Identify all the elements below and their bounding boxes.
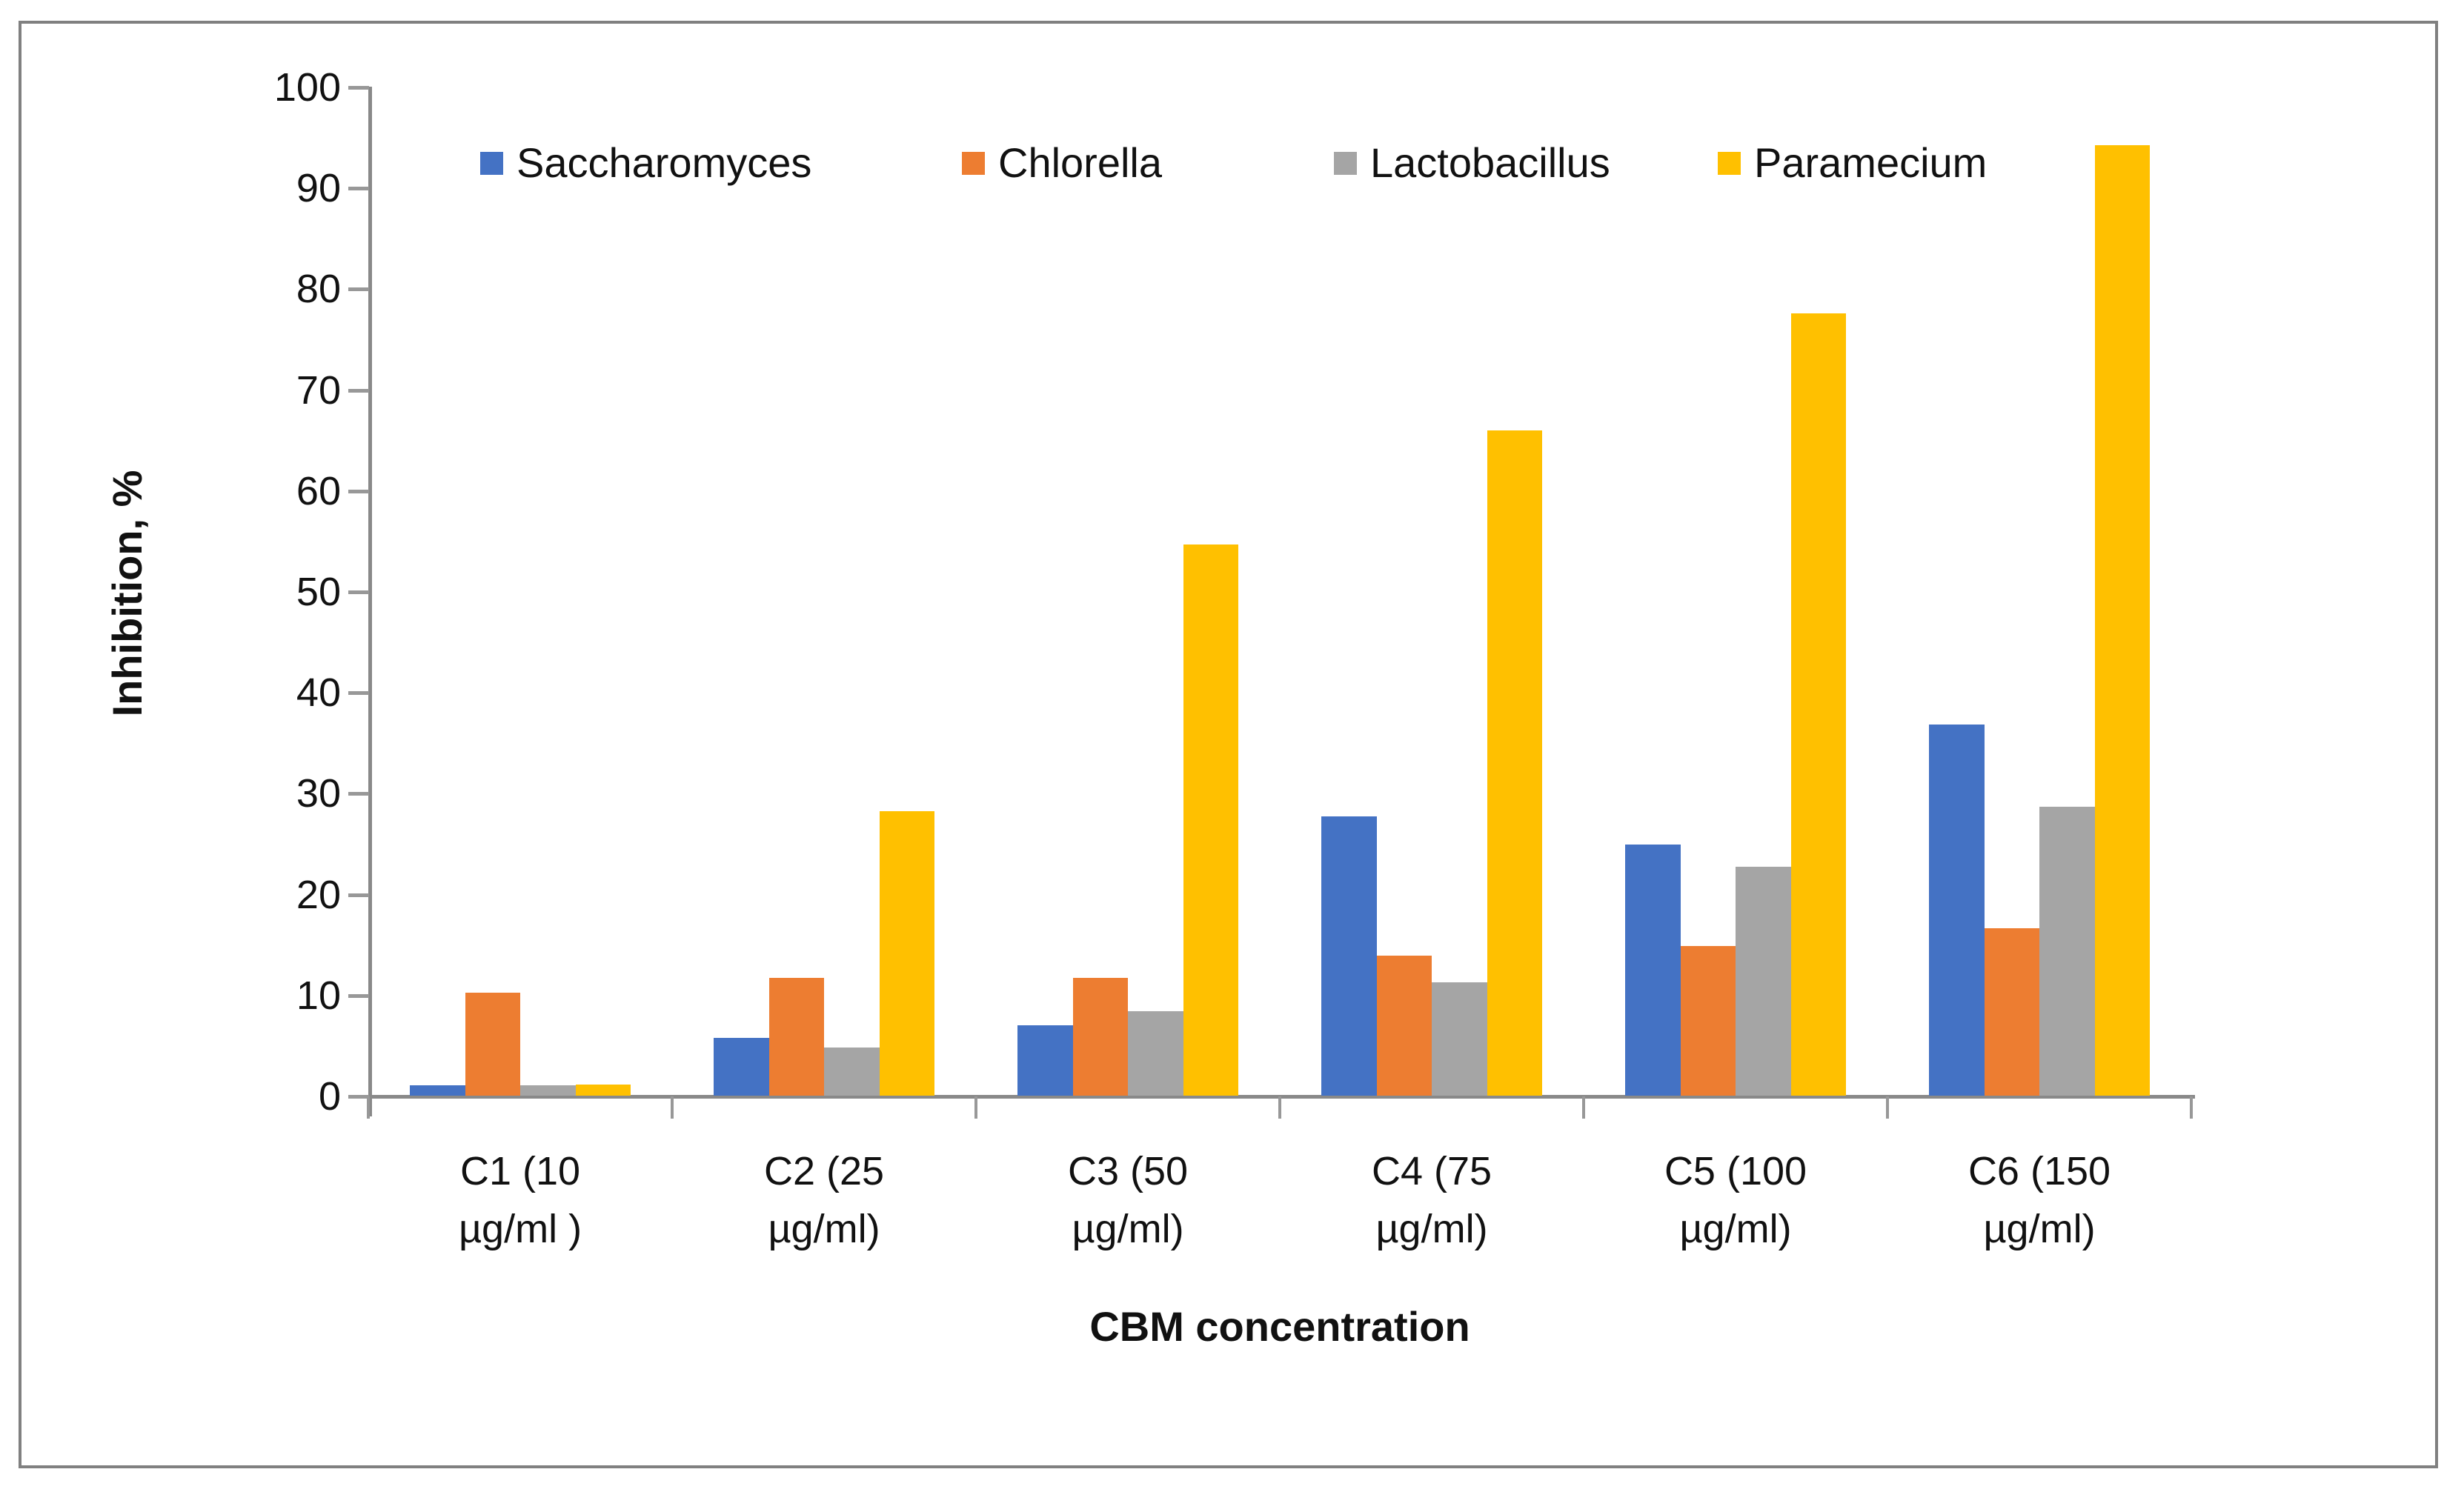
x-tick-mark	[974, 1096, 977, 1119]
y-axis-title-wrap: Inhibition, %	[103, 260, 155, 927]
x-tick-mark	[2190, 1096, 2193, 1119]
y-tick-label: 60	[296, 468, 341, 513]
legend-swatch-icon	[1334, 151, 1357, 175]
bar-chlorella-c6	[1984, 927, 2039, 1096]
bar-paramecium-c4	[1487, 430, 1542, 1096]
x-category-label-line: C1 (10	[459, 1149, 581, 1193]
legend-label: Lactobacillus	[1370, 139, 1610, 186]
legend-swatch-icon	[962, 151, 985, 175]
x-category-label-line: µg/ml)	[1983, 1207, 2096, 1251]
x-category-label-line: C6 (150	[1967, 1149, 2111, 1193]
x-category-label: C5 (100 µg/ml)	[1595, 1142, 1876, 1258]
bar-chlorella-c1	[465, 993, 520, 1096]
x-tick-mark	[1886, 1096, 1889, 1119]
chart-border	[19, 21, 2438, 1468]
y-tick-label: 40	[296, 670, 341, 716]
bar-lactobacillus-c1	[520, 1085, 576, 1096]
x-category-label-line: µg/ml)	[1375, 1207, 1488, 1251]
y-tick-label: 50	[296, 570, 341, 614]
y-axis-title: Inhibition, %	[104, 470, 150, 717]
x-category-label-line: C5 (100	[1664, 1149, 1807, 1193]
x-axis-title: CBM concentration	[1089, 1303, 1470, 1350]
x-category-label: C2 (25 µg/ml)	[683, 1142, 965, 1258]
bar-chlorella-c4	[1376, 955, 1432, 1096]
bar-lactobacillus-c2	[824, 1047, 880, 1096]
y-tick-label: 10	[296, 973, 341, 1018]
bar-lactobacillus-c6	[2039, 807, 2095, 1096]
bar-paramecium-c6	[2094, 144, 2150, 1096]
x-axis-line	[348, 1095, 2195, 1099]
y-tick-label: 90	[296, 166, 341, 211]
legend-item-paramecium: Paramecium	[1718, 139, 1987, 187]
y-tick-mark	[348, 691, 369, 696]
y-tick-mark	[348, 792, 369, 796]
legend-item-saccharomyces: Saccharomyces	[480, 139, 811, 187]
legend-label: Saccharomyces	[517, 139, 812, 186]
y-tick-label: 100	[273, 65, 341, 110]
bar-paramecium-c3	[1183, 544, 1238, 1096]
bar-saccharomyces-c1	[410, 1085, 465, 1096]
x-category-label-line: µg/ml)	[1072, 1207, 1184, 1251]
y-tick-mark	[348, 893, 369, 897]
x-category-label-line: µg/ml)	[1679, 1207, 1792, 1251]
bar-lactobacillus-c3	[1128, 1010, 1183, 1096]
legend-swatch-icon	[1718, 151, 1741, 175]
x-category-label: C4 (75 µg/ml)	[1291, 1142, 1573, 1258]
x-tick-mark	[671, 1096, 674, 1119]
x-category-label-line: C3 (50	[1067, 1149, 1189, 1193]
y-tick-label: 30	[296, 771, 341, 816]
y-tick-mark	[348, 287, 369, 292]
bar-chlorella-c5	[1680, 946, 1736, 1096]
x-category-label: C1 (10 µg/ml )	[379, 1142, 661, 1258]
legend-item-chlorella: Chlorella	[962, 139, 1162, 187]
bar-chlorella-c3	[1072, 977, 1128, 1096]
x-tick-mark	[1278, 1096, 1281, 1119]
bar-lactobacillus-c4	[1432, 982, 1487, 1096]
y-tick-mark	[348, 86, 369, 90]
legend-label: Paramecium	[1754, 139, 1988, 186]
x-category-label: C6 (150 µg/ml)	[1899, 1142, 2180, 1258]
bar-chlorella-c2	[768, 977, 824, 1096]
bar-saccharomyces-c3	[1017, 1025, 1073, 1096]
y-tick-mark	[348, 993, 369, 998]
y-tick-label: 20	[296, 872, 341, 917]
bar-saccharomyces-c2	[714, 1038, 769, 1096]
legend-label: Chlorella	[998, 139, 1162, 186]
y-tick-label: 70	[296, 367, 341, 413]
y-tick-mark	[348, 590, 369, 594]
legend-item-lactobacillus: Lactobacillus	[1334, 139, 1610, 187]
bar-saccharomyces-c4	[1321, 816, 1377, 1096]
y-axis-line	[368, 87, 372, 1116]
bar-lactobacillus-c5	[1736, 866, 1791, 1096]
bar-paramecium-c5	[1790, 313, 1846, 1096]
x-category-label-line: µg/ml )	[458, 1207, 582, 1251]
y-tick-mark	[348, 187, 369, 191]
bar-saccharomyces-c6	[1929, 724, 1985, 1096]
x-category-label-line: µg/ml)	[768, 1207, 880, 1251]
y-tick-label: 0	[318, 1074, 341, 1119]
x-tick-mark	[367, 1096, 370, 1119]
x-category-label-line: C4 (75	[1371, 1149, 1492, 1193]
y-tick-mark	[348, 1095, 369, 1099]
legend-swatch-icon	[480, 151, 503, 175]
bar-saccharomyces-c5	[1625, 844, 1681, 1096]
x-category-label-line: C2 (25	[763, 1149, 885, 1193]
y-tick-mark	[348, 388, 369, 393]
bar-paramecium-c2	[879, 810, 934, 1096]
x-tick-mark	[1582, 1096, 1585, 1119]
bar-paramecium-c1	[575, 1085, 631, 1096]
y-tick-label: 80	[296, 267, 341, 312]
y-tick-mark	[348, 489, 369, 493]
x-category-label: C3 (50 µg/ml)	[987, 1142, 1269, 1258]
